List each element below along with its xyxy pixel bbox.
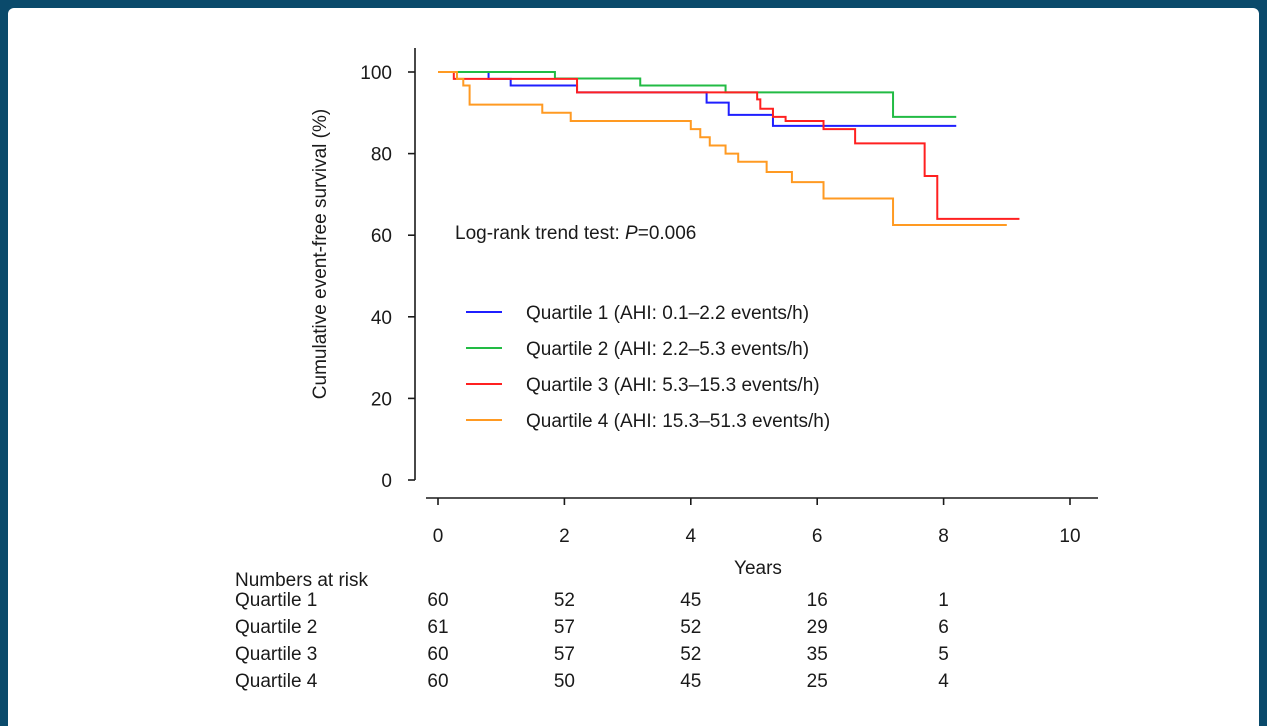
risk-row-label: Quartile 2: [235, 617, 317, 638]
logrank-annotation: Log-rank trend test: P=0.006: [455, 223, 696, 244]
legend: Quartile 1 (AHI: 0.1–2.2 events/h) Quarti…: [466, 303, 830, 432]
risk-cell: 60: [427, 644, 448, 665]
risk-cell: 50: [554, 671, 575, 692]
km-survival-chart: 0 20 40 60 80 100 0 2 4 6 8 10 Cumulative event-fre…: [235, 48, 1098, 692]
risk-cell: 29: [807, 617, 828, 638]
annotation-suffix: =0.006: [638, 223, 697, 244]
risk-row-label: Quartile 1: [235, 590, 317, 611]
risk-cell: 52: [554, 590, 575, 611]
risk-cell: 61: [427, 617, 448, 638]
x-tick-label: 2: [559, 526, 570, 547]
x-tick-label: 10: [1059, 526, 1080, 547]
y-axis-label: Cumulative event-free survival (%): [310, 109, 331, 399]
y-tick-label: 40: [371, 308, 392, 329]
risk-cell: 52: [680, 644, 701, 665]
risk-cell: 5: [938, 644, 949, 665]
y-tick-label: 0: [381, 471, 392, 492]
annotation-p: P: [625, 223, 638, 244]
risk-cell: 57: [554, 617, 575, 638]
risk-cell: 52: [680, 617, 701, 638]
x-tick-label: 4: [686, 526, 697, 547]
risk-cell: 60: [427, 590, 448, 611]
risk-cell: 6: [938, 617, 949, 638]
figure-panel: 0 20 40 60 80 100 0 2 4 6 8 10 Cumulative event-fre…: [8, 8, 1259, 726]
series-line-q1: [438, 71, 957, 127]
x-axis-label: Years: [734, 558, 782, 579]
risk-cell: 57: [554, 644, 575, 665]
risk-cell: 1: [938, 590, 949, 611]
legend-label-q3: Quartile 3 (AHI: 5.3–15.3 events/h): [526, 375, 820, 396]
y-tick-label: 100: [360, 63, 392, 84]
x-tick-label: 8: [938, 526, 949, 547]
risk-cell: 45: [680, 671, 701, 692]
y-tick-label: 60: [371, 226, 392, 247]
axes: 0 20 40 60 80 100 0 2 4 6 8 10: [360, 48, 1098, 547]
risk-cell: 35: [807, 644, 828, 665]
series-line-q2: [438, 71, 957, 118]
series-line-q3: [438, 71, 1020, 220]
legend-label-q1: Quartile 1 (AHI: 0.1–2.2 events/h): [526, 303, 809, 324]
risk-cell: 25: [807, 671, 828, 692]
risk-table-header: Numbers at risk: [235, 570, 369, 591]
risk-cell: 4: [938, 671, 949, 692]
risk-cell: 45: [680, 590, 701, 611]
legend-label-q2: Quartile 2 (AHI: 2.2–5.3 events/h): [526, 339, 809, 360]
series-line-q4: [438, 71, 1007, 226]
x-tick-label: 0: [433, 526, 444, 547]
risk-row-label: Quartile 4: [235, 671, 318, 692]
x-tick-label: 6: [812, 526, 823, 547]
annotation-prefix: Log-rank trend test:: [455, 223, 625, 244]
legend-label-q4: Quartile 4 (AHI: 15.3–51.3 events/h): [526, 411, 830, 432]
survival-curves: [438, 71, 1020, 226]
risk-cell: 16: [807, 590, 828, 611]
y-tick-label: 20: [371, 389, 392, 410]
risk-row-label: Quartile 3: [235, 644, 317, 665]
risk-cell: 60: [427, 671, 448, 692]
y-tick-label: 80: [371, 145, 392, 166]
risk-table: Numbers at risk Quartile 1 60 52 45 16 1Quart…: [235, 570, 949, 692]
